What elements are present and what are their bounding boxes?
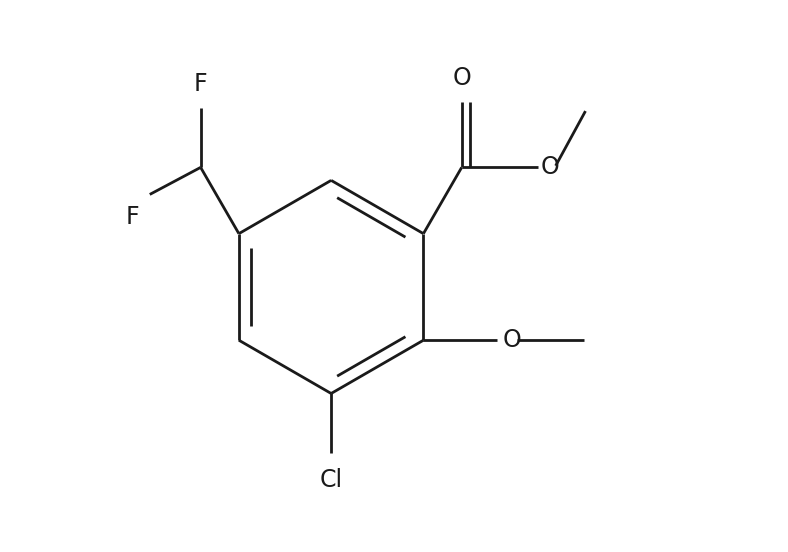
Text: F: F [125, 205, 139, 230]
Text: O: O [503, 328, 522, 352]
Text: O: O [541, 156, 559, 179]
Text: Cl: Cl [320, 468, 343, 492]
Text: O: O [452, 66, 471, 91]
Text: F: F [194, 72, 207, 96]
